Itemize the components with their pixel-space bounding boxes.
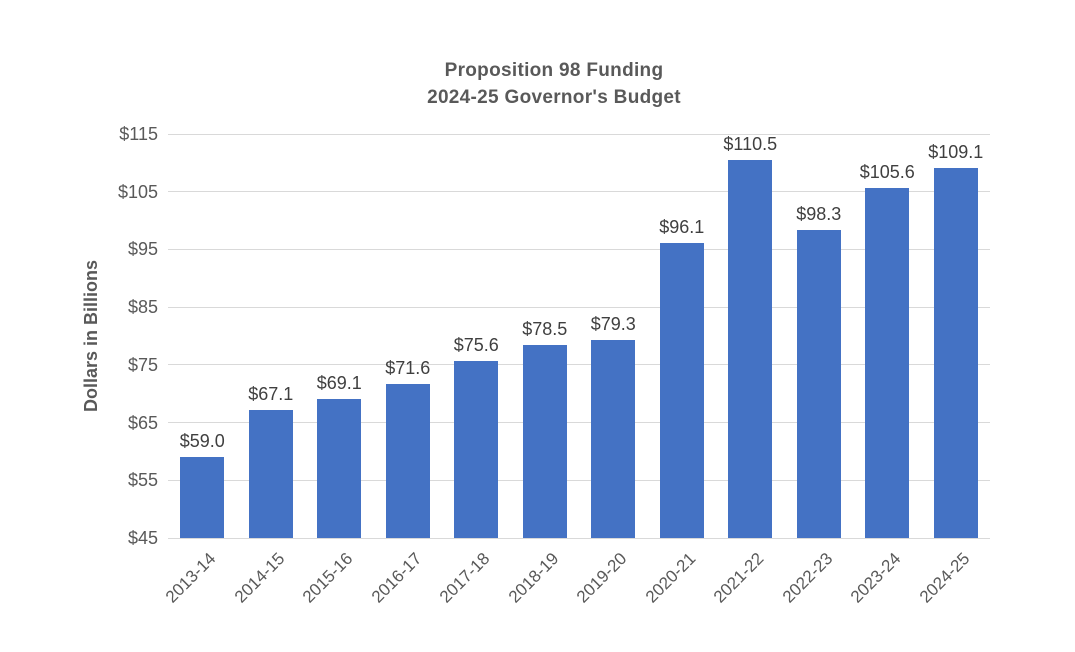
bar-value-label: $96.1 bbox=[659, 217, 705, 238]
gridline bbox=[168, 479, 990, 481]
bar-value-label: $69.1 bbox=[316, 372, 362, 393]
gridline bbox=[168, 133, 990, 135]
bar-value-label: $109.1 bbox=[928, 142, 984, 163]
chart-title: Proposition 98 Funding 2024-25 Governor'… bbox=[168, 57, 940, 111]
chart-title-line-2: 2024-25 Governor's Budget bbox=[427, 87, 681, 108]
gridline bbox=[168, 191, 990, 193]
bar-value-label: $105.6 bbox=[859, 162, 915, 183]
gridline bbox=[168, 364, 990, 366]
bar bbox=[248, 410, 293, 538]
bar bbox=[796, 230, 841, 538]
bar-value-label: $79.3 bbox=[590, 314, 636, 335]
bar-value-label: $98.3 bbox=[796, 204, 842, 225]
bar bbox=[317, 398, 362, 538]
gridline bbox=[168, 537, 990, 539]
y-tick-label: $105 bbox=[117, 181, 158, 202]
gridline bbox=[168, 422, 990, 424]
bar-value-label: $67.1 bbox=[248, 384, 294, 405]
y-tick-label: $45 bbox=[127, 528, 158, 548]
bar-value-label: $71.6 bbox=[385, 358, 431, 379]
bar bbox=[865, 188, 910, 538]
gridline bbox=[168, 306, 990, 308]
gridline bbox=[168, 248, 990, 250]
bar-value-label: $59.0 bbox=[179, 431, 225, 452]
y-tick-label: $55 bbox=[127, 470, 158, 491]
bar-value-label: $110.5 bbox=[723, 133, 778, 154]
y-tick-label: $85 bbox=[127, 297, 158, 318]
bar bbox=[180, 457, 225, 538]
bar bbox=[522, 344, 567, 538]
bar-value-label: $78.5 bbox=[522, 318, 568, 339]
bar bbox=[385, 384, 430, 538]
bar bbox=[933, 168, 978, 538]
bar bbox=[454, 361, 499, 538]
bar bbox=[591, 340, 636, 538]
y-tick-label: $75 bbox=[127, 354, 158, 375]
bar-value-label: $75.6 bbox=[453, 335, 499, 356]
y-tick-label: $115 bbox=[119, 124, 158, 144]
y-tick-label: $65 bbox=[127, 412, 158, 433]
bar bbox=[659, 243, 704, 538]
bar bbox=[728, 159, 773, 538]
y-tick-label: $95 bbox=[127, 239, 158, 260]
chart-title-line-1: Proposition 98 Funding bbox=[444, 60, 664, 81]
